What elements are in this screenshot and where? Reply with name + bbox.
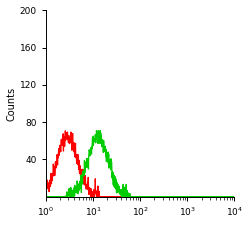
Y-axis label: Counts: Counts — [7, 86, 17, 121]
